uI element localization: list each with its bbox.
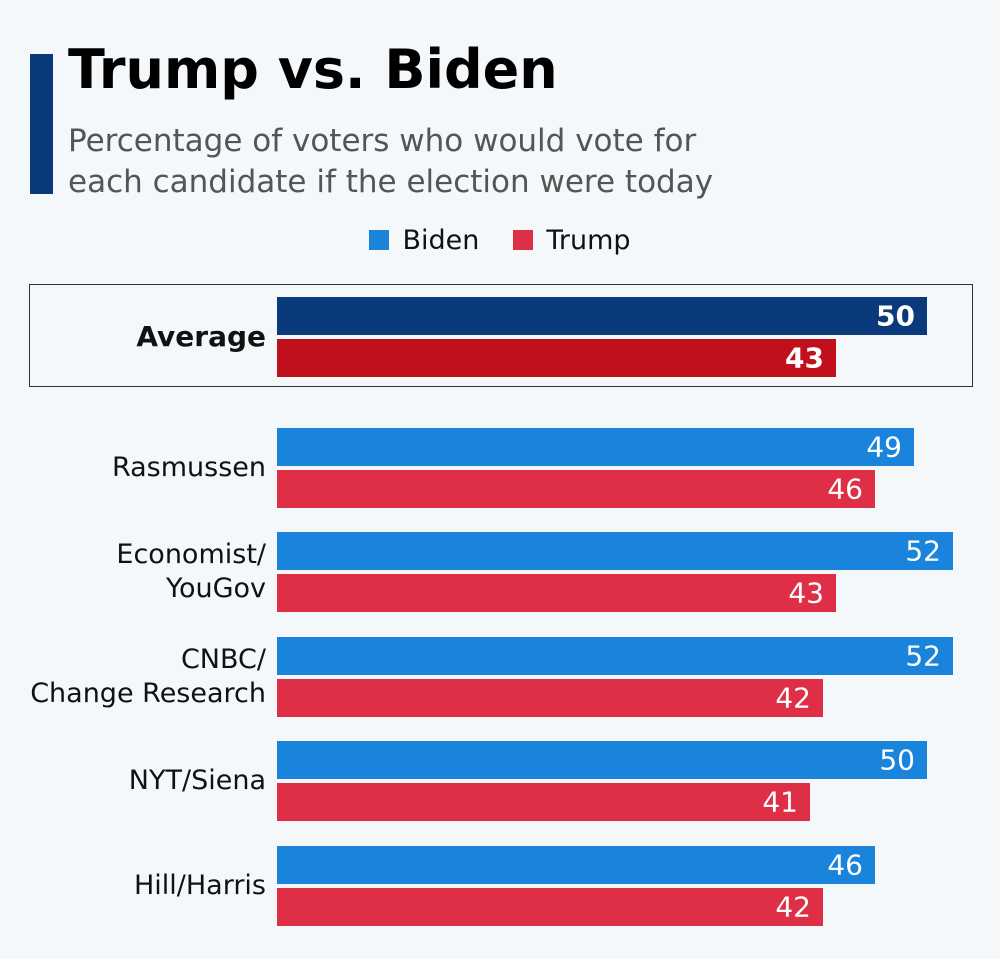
legend-item-trump: Trump: [513, 224, 631, 256]
chart-subtitle: Percentage of voters who would vote for …: [68, 121, 768, 203]
value-label-trump-rasmussen: 46: [827, 472, 863, 506]
bar-biden-hill-harris: [277, 846, 875, 884]
legend-label-biden: Biden: [402, 224, 480, 256]
value-label-biden-average: 50: [876, 299, 915, 333]
bar-trump-rasmussen: [277, 470, 875, 508]
legend: Biden Trump: [0, 222, 1000, 258]
value-label-biden-economist-yougov: 52: [905, 534, 941, 568]
subtitle-line-2: each candidate if the election were toda…: [68, 164, 714, 200]
category-label-average: Average: [136, 320, 266, 354]
chart-title: Trump vs. Biden: [68, 38, 558, 101]
value-label-trump-nyt-siena: 41: [762, 785, 798, 819]
category-label-line: YouGov: [166, 573, 266, 604]
average-highlight-box: [29, 284, 973, 387]
category-label-cnbc-change-research: CNBC/Change Research: [30, 643, 266, 711]
bar-trump-cnbc-change-research: [277, 679, 823, 717]
category-label-rasmussen: Rasmussen: [112, 451, 266, 485]
value-label-biden-hill-harris: 46: [827, 848, 863, 882]
value-label-biden-rasmussen: 49: [866, 430, 902, 464]
category-label-line: NYT/Siena: [128, 765, 266, 796]
category-label-line: Average: [136, 320, 266, 353]
value-label-biden-cnbc-change-research: 52: [905, 639, 941, 673]
bar-trump-average: [277, 339, 836, 377]
title-accent-bar: [30, 54, 53, 194]
bar-biden-nyt-siena: [277, 741, 927, 779]
value-label-trump-economist-yougov: 43: [788, 576, 824, 610]
value-label-trump-hill-harris: 42: [775, 890, 811, 924]
bar-trump-nyt-siena: [277, 783, 810, 821]
category-label-line: Hill/Harris: [133, 870, 266, 901]
category-label-line: Rasmussen: [111, 452, 266, 483]
legend-item-biden: Biden: [369, 225, 479, 256]
value-label-trump-cnbc-change-research: 42: [775, 681, 811, 715]
value-label-biden-nyt-siena: 50: [879, 743, 915, 777]
bar-trump-hill-harris: [277, 888, 823, 926]
bar-biden-rasmussen: [277, 428, 914, 466]
legend-swatch-trump: [513, 230, 534, 250]
bar-biden-average: [277, 297, 927, 335]
bar-trump-economist-yougov: [277, 574, 836, 612]
bar-biden-cnbc-change-research: [277, 637, 953, 675]
value-label-trump-average: 43: [785, 341, 824, 375]
legend-label-trump: Trump: [546, 224, 631, 256]
category-label-line: Economist/: [116, 539, 266, 570]
category-label-hill-harris: Hill/Harris: [134, 869, 266, 903]
category-label-economist-yougov: Economist/YouGov: [116, 538, 266, 606]
category-label-line: CNBC/: [180, 644, 266, 675]
category-label-nyt-siena: NYT/Siena: [129, 764, 266, 798]
subtitle-line-1: Percentage of voters who would vote for: [68, 123, 697, 159]
bar-biden-economist-yougov: [277, 532, 953, 570]
category-label-line: Change Research: [30, 678, 266, 709]
legend-swatch-biden: [369, 230, 390, 250]
